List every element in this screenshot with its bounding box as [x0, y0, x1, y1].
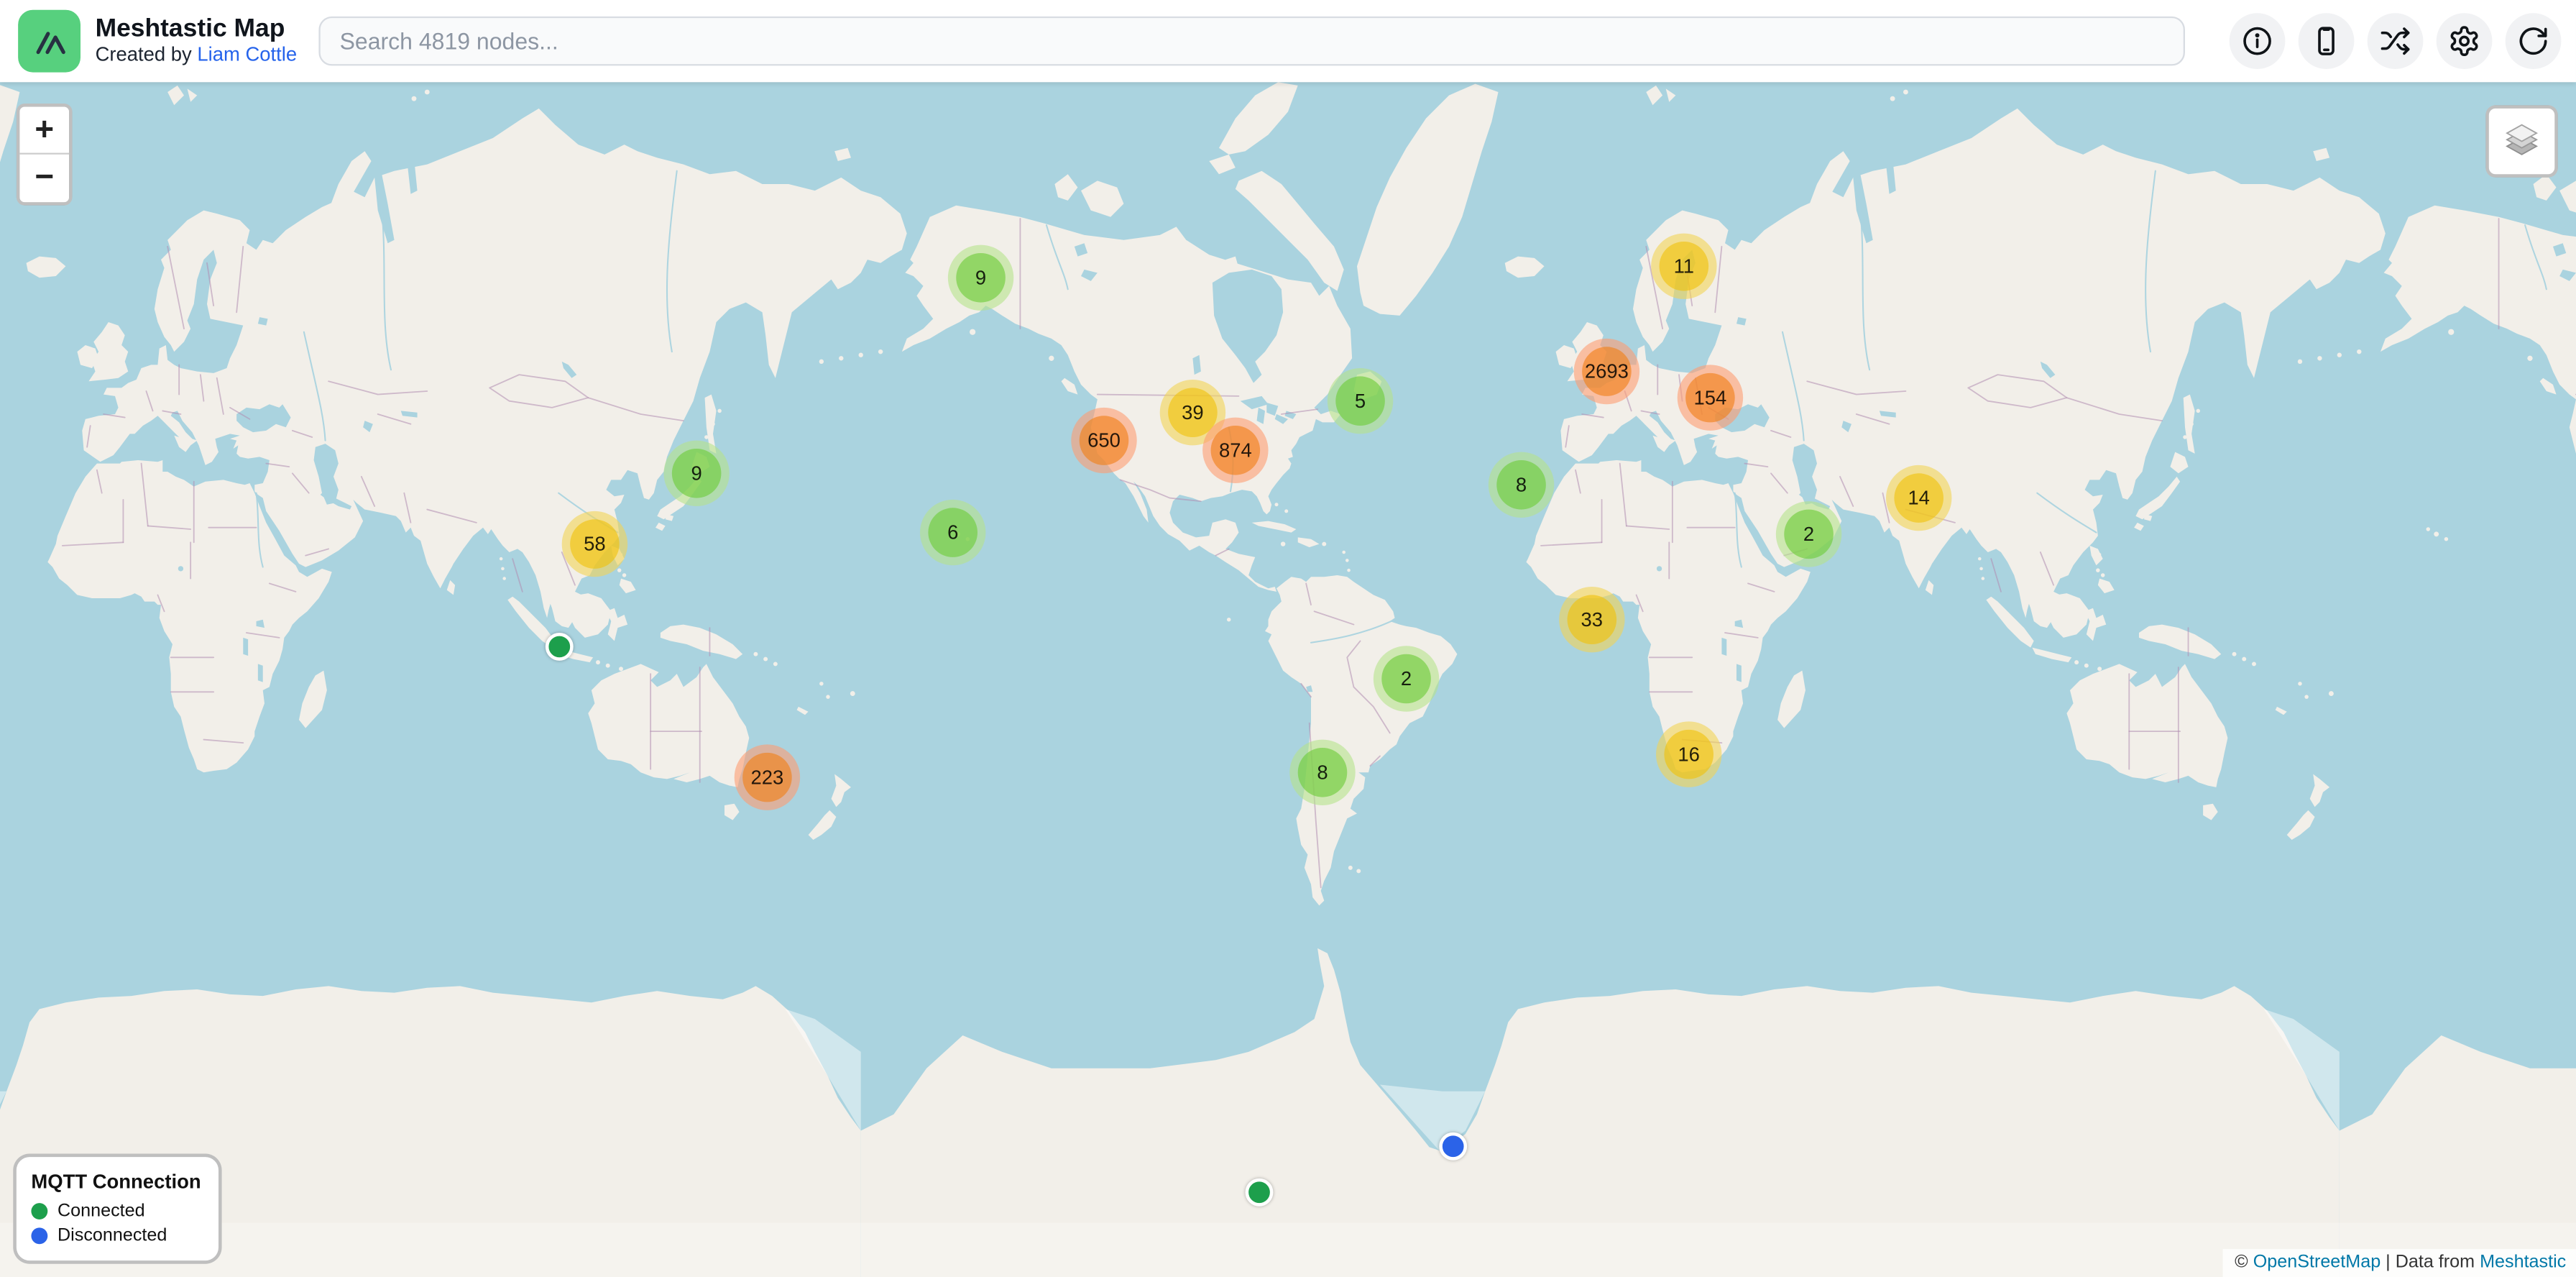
cluster-count: 9 — [671, 448, 722, 498]
cluster-count: 650 — [1079, 416, 1129, 465]
author-link[interactable]: Liam Cottle — [197, 42, 298, 66]
app-header: Meshtastic Map Created by Liam Cottle — [0, 0, 2576, 83]
refresh-button[interactable] — [2505, 13, 2562, 69]
refresh-icon — [2519, 27, 2547, 55]
cluster-count: 33 — [1567, 595, 1617, 644]
page-title: Meshtastic Map — [95, 14, 285, 43]
node-marker-connected[interactable] — [1244, 1177, 1273, 1206]
meshtastic-logo-icon — [18, 9, 80, 73]
cluster-count: 5 — [1335, 376, 1385, 426]
cluster-marker[interactable]: 5 — [1327, 367, 1394, 434]
legend-dot-icon — [31, 1227, 48, 1245]
zoom-in-button[interactable]: + — [19, 106, 69, 155]
zoom-control: + − — [16, 103, 73, 206]
cluster-count: 2693 — [1582, 347, 1632, 396]
page-subtitle: Created by Liam Cottle — [95, 42, 298, 68]
cluster-count: 39 — [1168, 388, 1218, 437]
cluster-count: 154 — [1685, 372, 1735, 423]
mobile-device-icon — [2318, 27, 2334, 55]
subtitle-prefix: Created by — [95, 42, 198, 66]
cluster-count: 2 — [1381, 654, 1431, 704]
cluster-marker[interactable]: 223 — [734, 744, 801, 810]
legend-label: Disconnected — [57, 1226, 167, 1246]
cluster-marker[interactable]: 16 — [1655, 721, 1722, 787]
legend-item: Disconnected — [31, 1226, 201, 1246]
cluster-count: 2 — [1784, 509, 1834, 559]
node-marker-connected[interactable] — [544, 631, 573, 660]
cluster-count: 11 — [1659, 241, 1709, 291]
cluster-count: 14 — [1894, 473, 1944, 523]
settings-gear-icon — [2450, 26, 2478, 56]
cluster-count: 58 — [570, 519, 620, 569]
legend-items: Connected Disconnected — [31, 1202, 201, 1246]
cluster-count: 874 — [1210, 425, 1261, 475]
meshtastic-attribution-link[interactable]: Meshtastic — [2480, 1252, 2567, 1273]
legend-label: Connected — [57, 1201, 145, 1222]
cluster-count: 8 — [1496, 459, 1546, 510]
cluster-marker[interactable]: 11 — [1651, 233, 1717, 299]
cluster-marker[interactable]: 874 — [1202, 417, 1269, 483]
cluster-count: 8 — [1297, 747, 1348, 797]
random-node-button[interactable] — [2367, 13, 2424, 69]
cluster-marker[interactable]: 8 — [1289, 739, 1356, 805]
cluster-count: 223 — [742, 752, 792, 802]
copyright-symbol: © — [2235, 1252, 2253, 1273]
legend-item: Connected — [31, 1202, 201, 1221]
info-icon — [2243, 27, 2271, 55]
search-wrap — [318, 16, 2213, 66]
zoom-out-button[interactable]: − — [19, 154, 69, 203]
legend-dot-icon — [31, 1203, 48, 1219]
cluster-count: 16 — [1664, 729, 1714, 779]
cluster-marker[interactable]: 9 — [663, 440, 730, 506]
cluster-count: 9 — [956, 252, 1006, 303]
cluster-marker[interactable]: 2 — [1373, 646, 1440, 712]
cluster-marker[interactable]: 154 — [1677, 365, 1744, 431]
toolbar — [2229, 13, 2562, 69]
search-input[interactable] — [318, 16, 2185, 66]
cluster-marker[interactable]: 33 — [1559, 586, 1625, 653]
map-attribution: © OpenStreetMap | Data from Meshtastic — [2223, 1249, 2576, 1277]
settings-button[interactable] — [2436, 13, 2493, 69]
cluster-count: 6 — [928, 508, 978, 557]
cluster-marker[interactable]: 2 — [1775, 501, 1842, 567]
cluster-marker[interactable]: 6 — [919, 499, 986, 566]
cluster-marker[interactable]: 9 — [947, 244, 1014, 311]
layers-control[interactable] — [2485, 105, 2558, 178]
node-marker-disconnected[interactable] — [1438, 1131, 1466, 1160]
cluster-marker[interactable]: 8 — [1488, 452, 1555, 518]
layers-icon — [2506, 124, 2539, 155]
mqtt-legend: MQTT Connection Connected Disconnected — [13, 1153, 223, 1264]
attribution-separator: | Data from — [2380, 1252, 2480, 1273]
cluster-marker[interactable]: 650 — [1071, 407, 1137, 474]
antarctic-ice-band — [0, 1222, 2576, 1277]
shuffle-icon — [2380, 27, 2410, 55]
legend-title: MQTT Connection — [31, 1170, 201, 1194]
cluster-marker[interactable]: 58 — [561, 511, 628, 577]
title-block: Meshtastic Map Created by Liam Cottle — [96, 15, 298, 67]
cluster-marker[interactable]: 2693 — [1573, 338, 1640, 405]
cluster-marker[interactable]: 14 — [1885, 464, 1952, 531]
osm-attribution-link[interactable]: OpenStreetMap — [2253, 1252, 2381, 1273]
info-button[interactable] — [2229, 13, 2286, 69]
mobile-app-button[interactable] — [2298, 13, 2355, 69]
